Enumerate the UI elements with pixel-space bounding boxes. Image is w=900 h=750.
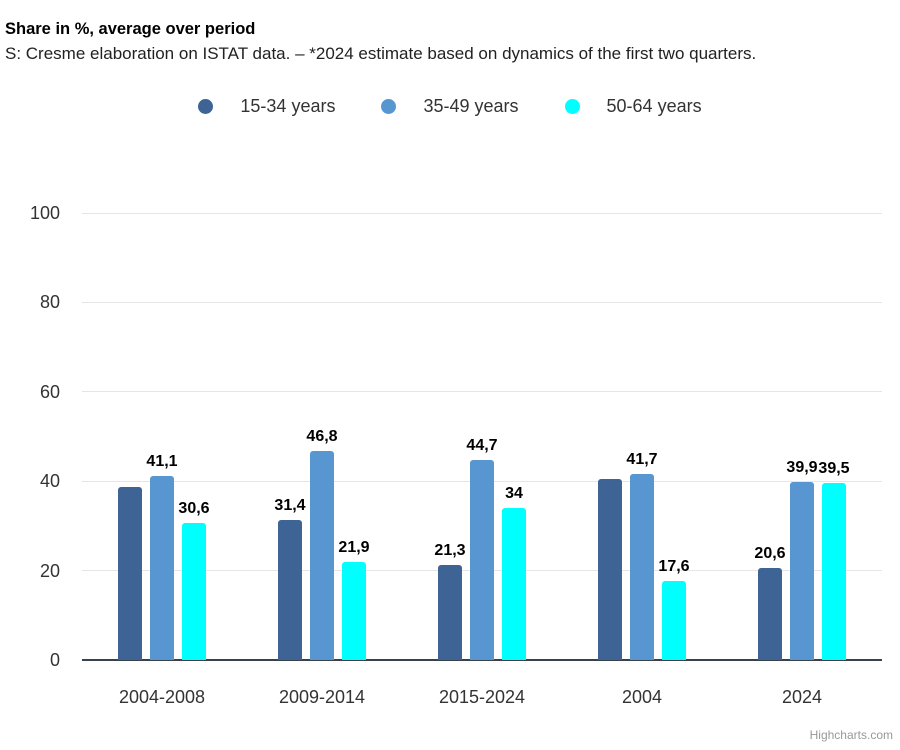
y-axis-tick-label: 80	[39, 292, 60, 313]
bar-data-label: 30,6	[178, 500, 210, 518]
chart-subtitle: S: Cresme elaboration on ISTAT data. – *…	[5, 44, 757, 63]
bar-data-label: 34	[505, 485, 523, 503]
x-axis-category-label: 2015-2024	[438, 687, 526, 707]
bar-2004-35-49-years[interactable]	[630, 473, 654, 660]
bar-data-label: 44,7	[466, 437, 498, 455]
plot-area: 0 20 40 60 80 100 2004-2008 2009-2014 2015-2024 2…	[30, 203, 882, 707]
y-axis-tick-label: 40	[39, 471, 60, 492]
x-axis-line	[82, 659, 882, 661]
y-axis-tick-label: 100	[29, 203, 60, 223]
bar-2015-2024-15-34-years[interactable]	[438, 564, 462, 660]
legend-label: 50-64 years	[606, 96, 702, 116]
highcharts-credit-link[interactable]: Highcharts.com	[809, 728, 893, 742]
legend-marker-icon	[564, 99, 580, 114]
gridline-y-60	[82, 391, 882, 393]
gridline-y-100	[82, 212, 882, 214]
bar-data-label: 20,6	[754, 544, 786, 562]
bar-2004-2008-15-34-years[interactable]	[118, 487, 142, 660]
legend-label: 35-49 years	[423, 96, 519, 116]
bar-2015-2024-50-64-years[interactable]	[502, 508, 526, 660]
x-axis-category-label: 2004-2008	[118, 687, 206, 707]
bar-2024-35-49-years[interactable]	[790, 481, 814, 660]
bar-data-label: 46,8	[306, 427, 338, 445]
bar-data-label: 31,4	[274, 496, 306, 514]
gridline-y-80	[82, 301, 882, 303]
bar-data-label: 21,3	[434, 541, 466, 559]
x-axis-category-label: 2009-2014	[278, 687, 366, 707]
bar-2004-15-34-years[interactable]	[598, 478, 622, 660]
legend: 15-34 years 35-49 years 50-64 years	[0, 96, 900, 117]
chart-title: Share in %, average over period	[5, 20, 256, 38]
bar-2009-2014-35-49-years[interactable]	[310, 450, 334, 660]
bar-data-label: 39,9	[786, 458, 818, 476]
y-axis-tick-label: 20	[39, 560, 60, 581]
bar-2009-2014-50-64-years[interactable]	[342, 562, 366, 660]
legend-marker-icon	[198, 99, 214, 114]
legend-marker-icon	[381, 99, 397, 114]
legend-label: 15-34 years	[240, 96, 336, 116]
bar-data-label: 41,7	[626, 450, 658, 468]
bar-2004-2008-50-64-years[interactable]	[182, 523, 206, 660]
bar-2015-2024-35-49-years[interactable]	[470, 460, 494, 660]
bar-data-label: 41,1	[146, 453, 178, 471]
bar-data-label: 17,6	[658, 558, 690, 576]
bar-2024-50-64-years[interactable]	[822, 483, 846, 660]
bar-2009-2014-15-34-years[interactable]	[278, 519, 302, 660]
legend-item-35-49-years[interactable]: 35-49 years	[381, 96, 519, 117]
legend-item-50-64-years[interactable]: 50-64 years	[564, 96, 702, 117]
bar-2004-50-64-years[interactable]	[662, 581, 686, 660]
x-axis-category-label: 2004	[621, 687, 663, 707]
bar-data-label: 39,5	[818, 460, 850, 478]
bar-2004-2008-35-49-years[interactable]	[150, 476, 174, 660]
y-axis-tick-label: 60	[39, 381, 60, 402]
legend-item-15-34-years[interactable]: 15-34 years	[198, 96, 335, 117]
y-axis-tick-label: 0	[49, 650, 60, 670]
x-axis-category-label: 2024	[781, 687, 823, 707]
bar-2024-15-34-years[interactable]	[758, 567, 782, 660]
bar-data-label: 21,9	[338, 539, 370, 557]
